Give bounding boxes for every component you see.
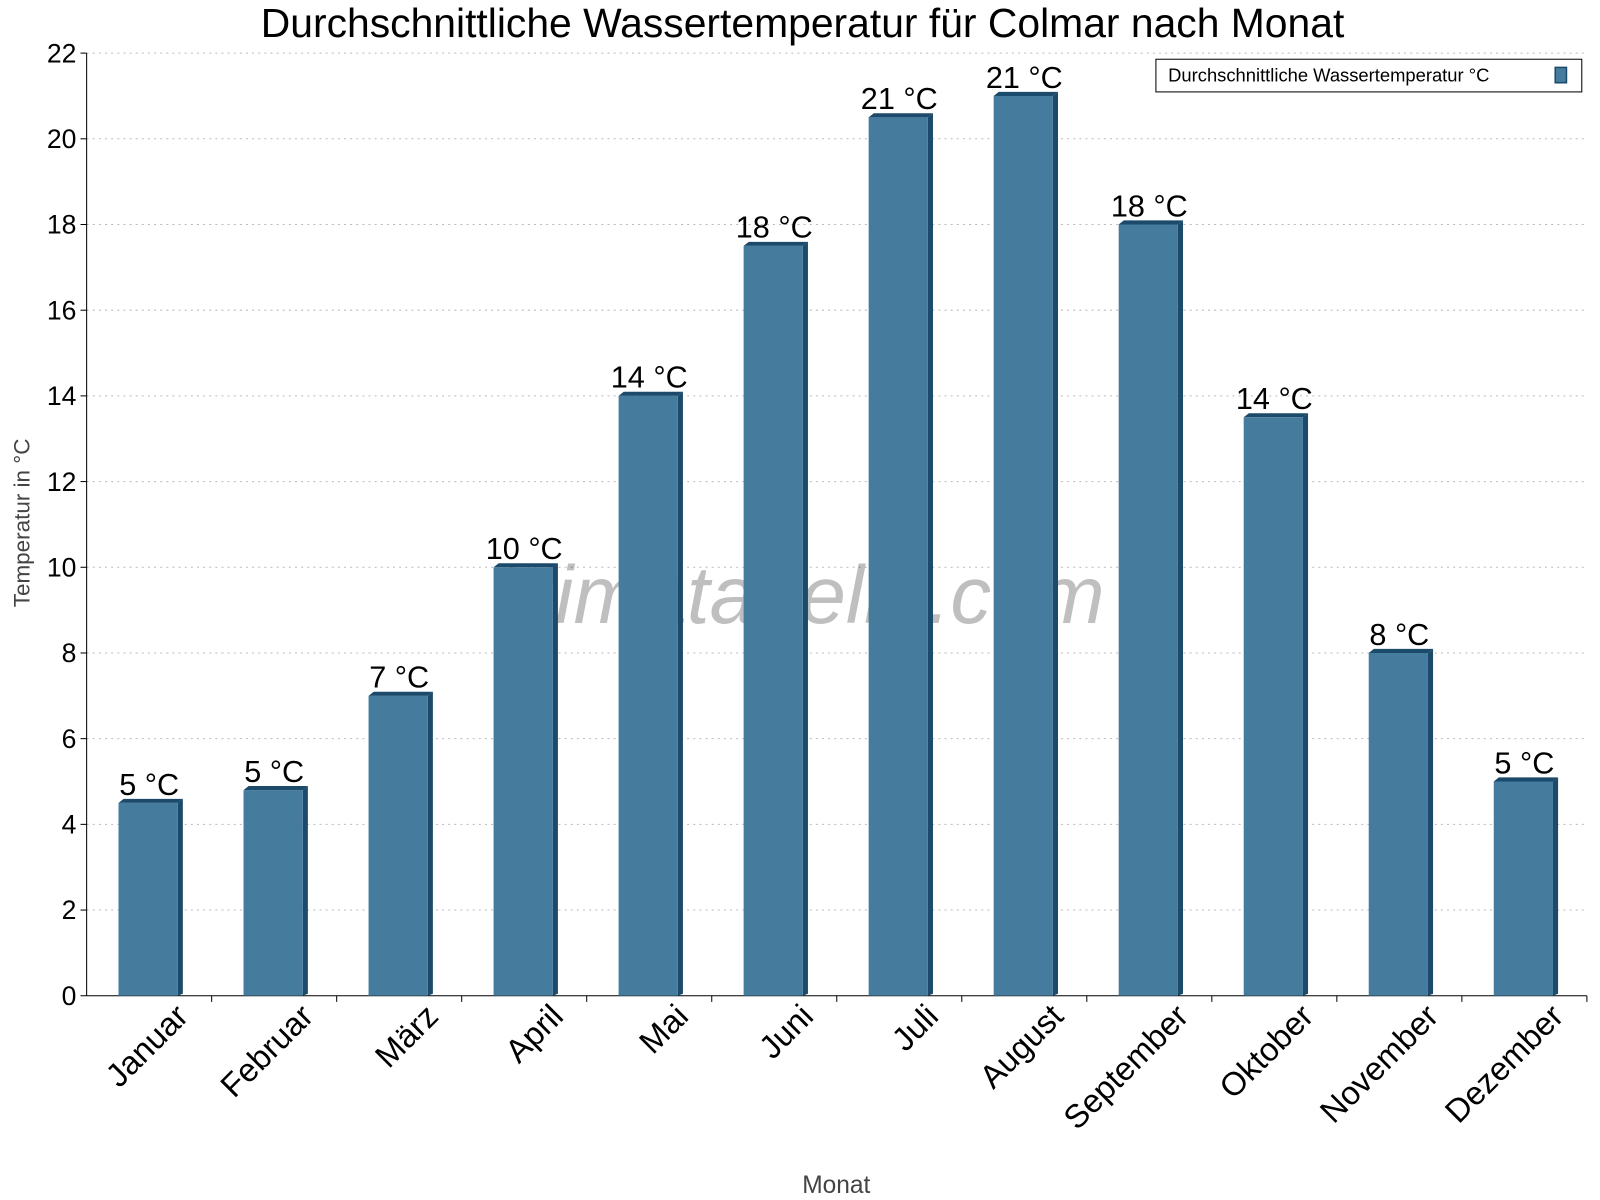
x-tick-label: September bbox=[1056, 997, 1195, 1136]
bar-side bbox=[1427, 648, 1434, 996]
bar-side bbox=[177, 798, 183, 996]
y-tick-label: 22 bbox=[47, 38, 77, 68]
bar-side bbox=[1052, 91, 1058, 996]
x-tick-label: Februar bbox=[213, 997, 320, 1104]
bar bbox=[618, 395, 678, 996]
x-tick-label: März bbox=[367, 997, 445, 1075]
data-label: 21 °C bbox=[986, 61, 1063, 95]
bar-top bbox=[868, 113, 933, 118]
x-tick-label: November bbox=[1312, 997, 1445, 1130]
y-tick-label: 2 bbox=[62, 895, 77, 925]
bar bbox=[743, 245, 803, 996]
bar-side bbox=[1302, 413, 1309, 996]
legend: Durchschnittliche Wassertemperatur °C bbox=[1155, 58, 1583, 93]
y-axis-label: Temperatur in °C bbox=[9, 439, 34, 608]
bar bbox=[1118, 224, 1178, 996]
bar-top bbox=[993, 91, 1058, 96]
bar-top bbox=[743, 241, 808, 246]
bar-top bbox=[118, 798, 183, 803]
bar-side bbox=[427, 691, 433, 996]
data-label: 21 °C bbox=[861, 82, 938, 116]
bar-side bbox=[1552, 777, 1559, 996]
y-tick-label: 16 bbox=[47, 295, 77, 325]
bar-top bbox=[493, 563, 558, 568]
bar-side bbox=[927, 113, 933, 996]
chart-title: Durchschnittliche Wassertemperatur für C… bbox=[261, 0, 1345, 46]
y-tick-label: 6 bbox=[62, 724, 77, 754]
x-tick-label: Oktober bbox=[1212, 997, 1320, 1105]
bar bbox=[1493, 781, 1553, 996]
data-label: 8 °C bbox=[1369, 618, 1429, 652]
bar-side bbox=[677, 391, 683, 996]
x-tick-label: April bbox=[498, 997, 570, 1069]
y-tick-label: 12 bbox=[47, 467, 77, 497]
bar bbox=[1243, 417, 1303, 996]
data-label: 10 °C bbox=[486, 532, 563, 566]
bar-top bbox=[1243, 413, 1309, 418]
bar-top bbox=[618, 391, 683, 396]
bar-side bbox=[802, 241, 808, 996]
y-tick-label: 0 bbox=[62, 981, 77, 1011]
bar-top bbox=[1368, 648, 1434, 653]
x-axis-label: Monat bbox=[802, 1172, 870, 1199]
data-label: 14 °C bbox=[1236, 382, 1313, 416]
bar bbox=[243, 790, 303, 996]
x-tick-label: Dezember bbox=[1437, 997, 1570, 1130]
data-label: 5 °C bbox=[1494, 746, 1554, 780]
bar-top bbox=[243, 785, 308, 791]
legend-label: Durchschnittliche Wassertemperatur °C bbox=[1168, 65, 1489, 86]
bar bbox=[368, 695, 428, 996]
x-tick-label: August bbox=[972, 997, 1070, 1095]
bar-top bbox=[368, 691, 433, 696]
data-label: 18 °C bbox=[1111, 189, 1188, 223]
bar bbox=[118, 802, 178, 996]
y-tick-label: 18 bbox=[47, 210, 77, 240]
bar-top bbox=[1118, 220, 1184, 225]
data-label: 7 °C bbox=[369, 661, 429, 695]
bar bbox=[1368, 652, 1428, 996]
bar-side bbox=[1177, 220, 1184, 996]
x-tick-label: Juni bbox=[752, 997, 821, 1066]
data-label: 5 °C bbox=[244, 755, 304, 789]
y-tick-label: 14 bbox=[47, 381, 77, 411]
bar bbox=[868, 117, 928, 996]
x-tick-label: Januar bbox=[98, 997, 195, 1094]
bar bbox=[993, 95, 1053, 996]
y-tick-label: 10 bbox=[47, 552, 77, 582]
data-label: 5 °C bbox=[119, 768, 179, 802]
bar bbox=[493, 567, 553, 996]
bar-top bbox=[1493, 777, 1559, 782]
bar-side bbox=[552, 563, 558, 996]
bar-side bbox=[302, 785, 308, 996]
data-label: 18 °C bbox=[736, 211, 813, 245]
x-tick-label: Juli bbox=[884, 997, 945, 1058]
legend-swatch bbox=[1554, 66, 1568, 84]
y-tick-label: 4 bbox=[62, 810, 77, 840]
x-tick-label: Mai bbox=[632, 997, 695, 1060]
data-label: 14 °C bbox=[611, 361, 688, 395]
y-tick-label: 20 bbox=[47, 124, 77, 154]
y-tick-label: 8 bbox=[62, 638, 77, 668]
